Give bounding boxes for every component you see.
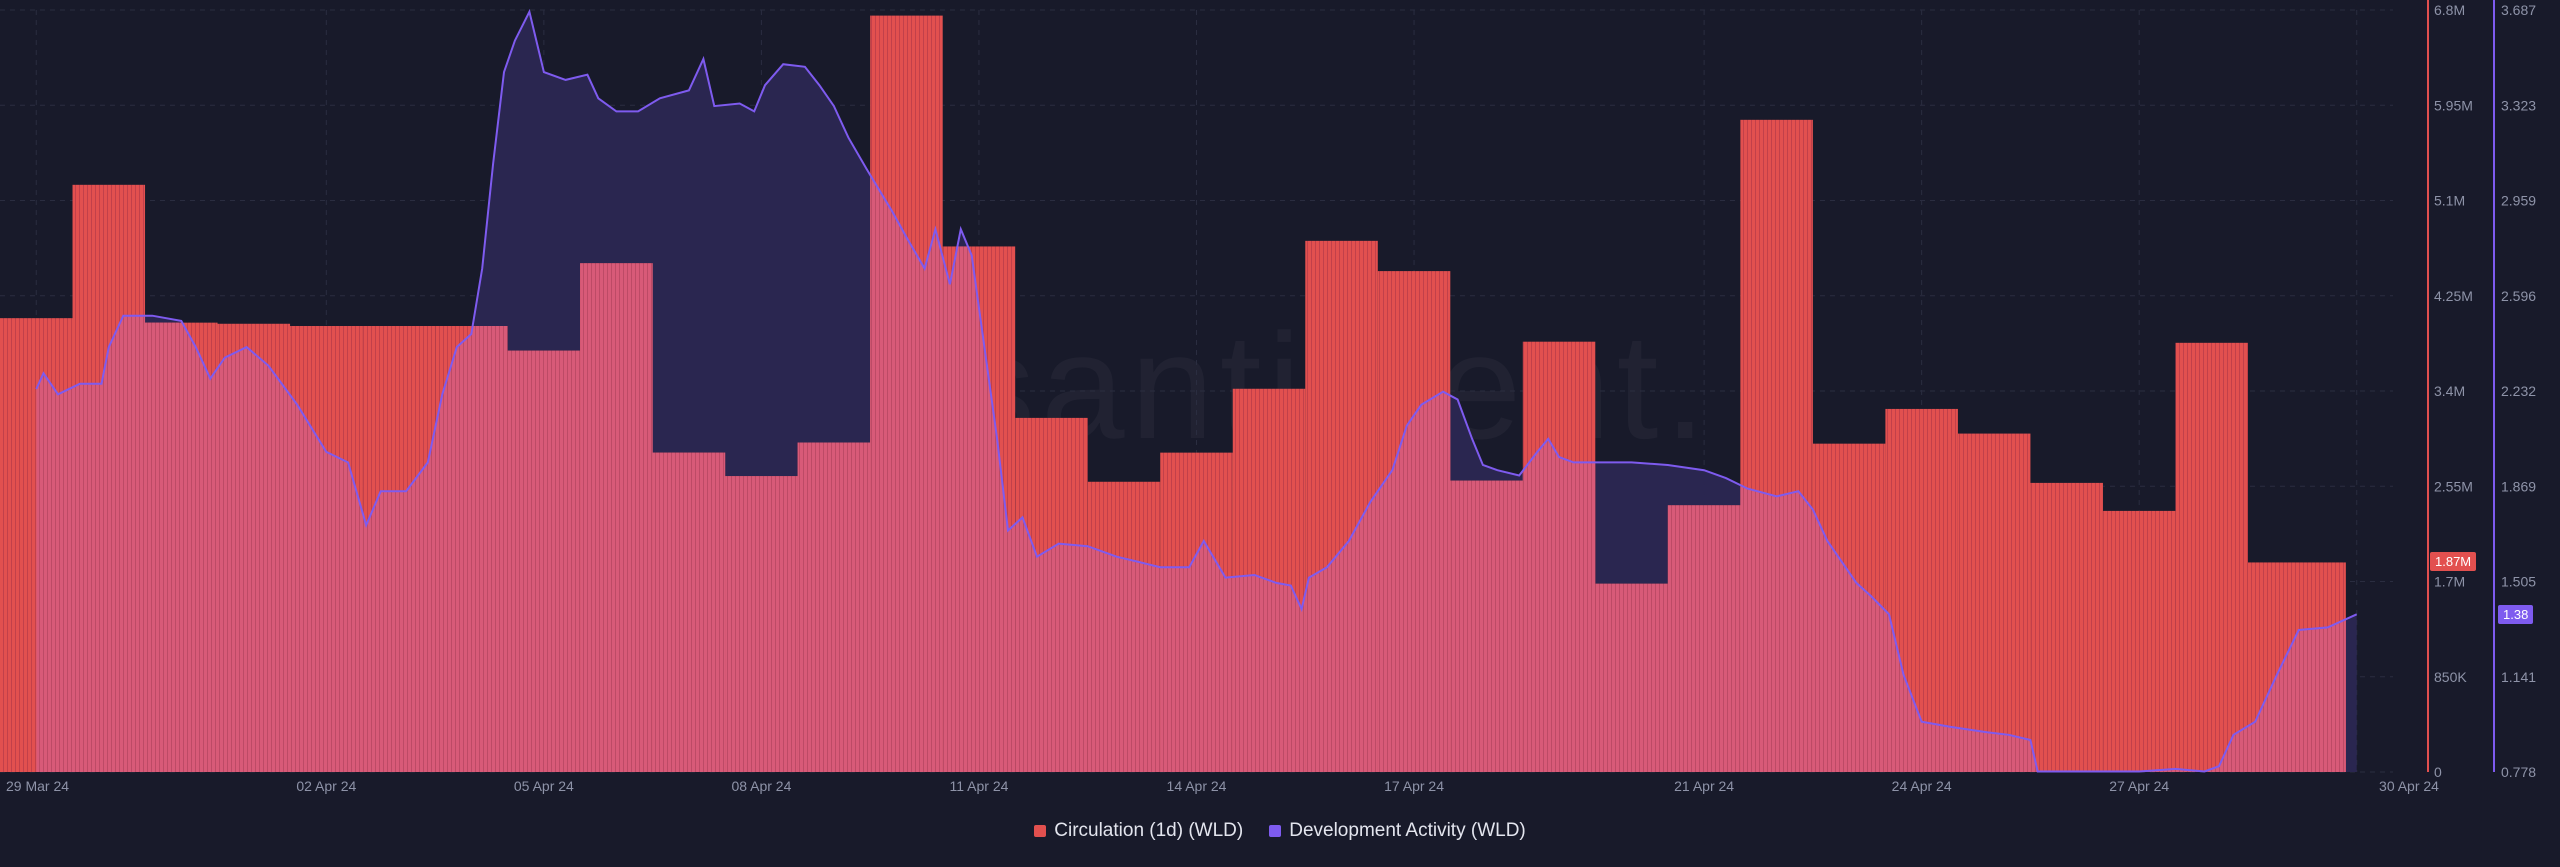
y-right-tick-label: 0.778 <box>2501 764 2536 780</box>
x-tick-label: 24 Apr 24 <box>1892 778 1952 794</box>
y-left-tick-label: 6.8M <box>2434 2 2465 18</box>
circulation-bar-overlap <box>580 263 653 772</box>
y-right-tick-label: 1.505 <box>2501 574 2536 590</box>
y-right-tick-label: 2.959 <box>2501 193 2536 209</box>
circulation-bar-overlap <box>1595 583 1668 772</box>
circulation-swatch <box>1034 825 1047 837</box>
x-tick-label: 30 Apr 24 <box>2379 778 2439 794</box>
circulation-bar-overlap <box>507 350 581 772</box>
x-tick-label: 21 Apr 24 <box>1674 778 1734 794</box>
circulation-bar[interactable] <box>2102 510 2176 772</box>
circulation-bar-overlap <box>725 476 798 772</box>
dev-activity-swatch <box>1269 825 1282 837</box>
y-axis-left-ticks: 0 850K 1.7M 2.55M 3.4M 4.25M 5.1M 5.95M 6.8M <box>2434 2 2473 780</box>
y-right-tick-label: 3.687 <box>2501 2 2536 18</box>
circulation-bar[interactable] <box>1957 433 2031 772</box>
circulation-bar[interactable] <box>2030 482 2103 772</box>
y-right-tick-label: 2.232 <box>2501 383 2536 399</box>
legend-item-dev-activity[interactable]: Development Activity (WLD) <box>1269 820 1526 842</box>
current-circulation-badge: 1.87M <box>2430 552 2477 571</box>
y-right-tick-label: 1.869 <box>2501 478 2536 494</box>
x-tick-label: 08 Apr 24 <box>731 778 791 794</box>
x-tick-label: 29 Mar 24 <box>6 778 69 794</box>
circulation-bar-overlap <box>435 326 508 772</box>
y-right-tick-label: 1.141 <box>2501 669 2536 685</box>
x-tick-label: 05 Apr 24 <box>514 778 574 794</box>
x-tick-label: 02 Apr 24 <box>296 778 356 794</box>
x-tick-label: 14 Apr 24 <box>1167 778 1227 794</box>
y-left-tick-label: 0 <box>2434 764 2442 780</box>
y-right-tick-label: 2.596 <box>2501 288 2536 304</box>
x-tick-label: 11 Apr 24 <box>950 778 1009 794</box>
circulation-bar-overlap <box>145 322 218 772</box>
x-tick-label: 27 Apr 24 <box>2109 778 2169 794</box>
y-left-tick-label: 2.55M <box>2434 478 2473 494</box>
circulation-bar-overlap <box>36 318 73 772</box>
y-right-tick-label: 3.323 <box>2501 97 2536 113</box>
legend-label-dev-activity: Development Activity (WLD) <box>1289 820 1526 841</box>
y-left-tick-label: 1.7M <box>2434 574 2465 590</box>
circulation-bar-overlap <box>1450 480 1523 772</box>
y-axis-right-ticks: 0.778 1.141 1.505 1.869 2.232 2.596 2.959 3.323… <box>2501 2 2536 780</box>
current-dev-activity-badge: 1.38 <box>2498 605 2534 624</box>
y-left-tick-label: 850K <box>2434 669 2467 685</box>
circulation-bar-overlap <box>217 323 291 772</box>
y-left-tick-label: 5.1M <box>2434 193 2465 209</box>
circulation-bar-overlap <box>1667 505 1741 772</box>
y-left-tick-label: 5.95M <box>2434 97 2473 113</box>
circulation-bar[interactable] <box>2175 342 2248 772</box>
circulation-bar-overlap <box>797 442 871 772</box>
x-tick-label: 17 Apr 24 <box>1384 778 1444 794</box>
circulation-bar-overlap <box>652 452 726 772</box>
legend-item-circulation[interactable]: Circulation (1d) (WLD) <box>1034 820 1243 842</box>
y-left-tick-label: 4.25M <box>2434 288 2473 304</box>
development-activity-line <box>35 8 2358 773</box>
legend: Circulation (1d) (WLD) Development Activ… <box>0 820 2560 842</box>
y-left-tick-label: 3.4M <box>2434 383 2465 399</box>
x-axis-ticks: 29 Mar 24 02 Apr 24 05 Apr 24 08 Apr 24 11 A… <box>6 778 2439 794</box>
axes <box>2427 0 2495 772</box>
legend-label-circulation: Circulation (1d) (WLD) <box>1054 820 1244 841</box>
